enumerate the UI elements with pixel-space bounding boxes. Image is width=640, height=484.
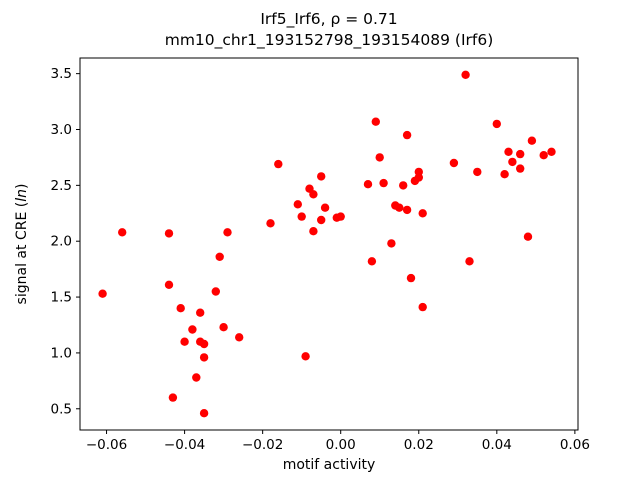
- data-point: [168, 393, 178, 402]
- data-point: [516, 164, 525, 173]
- data-point: [297, 212, 306, 221]
- data-point: [367, 257, 377, 266]
- data-point: [516, 149, 525, 159]
- x-tick-label: 0.00: [326, 437, 356, 453]
- data-point: [219, 323, 228, 332]
- data-point: [320, 203, 330, 212]
- data-point: [192, 373, 201, 382]
- data-point: [363, 180, 373, 189]
- data-point: [317, 172, 326, 181]
- data-point: [274, 159, 283, 169]
- data-point: [98, 289, 107, 298]
- data-point: [523, 232, 533, 241]
- data-point: [199, 353, 209, 362]
- data-point: [500, 170, 509, 179]
- data-point: [406, 273, 416, 283]
- data-point: [399, 181, 408, 190]
- data-point: [317, 215, 326, 225]
- data-point: [504, 147, 513, 156]
- data-point: [215, 252, 224, 261]
- data-point: [508, 157, 517, 167]
- data-point: [199, 339, 209, 349]
- data-point: [375, 153, 384, 162]
- y-axis-ticks: 0.5 1.0 1.5 2.0 2.5 3.0 3.5: [51, 66, 80, 417]
- data-point: [379, 178, 388, 188]
- data-point: [402, 205, 412, 215]
- data-point: [266, 219, 275, 228]
- data-point: [118, 228, 127, 237]
- chart-title-line1: Irf5_Irf6, ρ = 0.71: [260, 10, 397, 29]
- data-point: [235, 333, 244, 342]
- data-point: [199, 409, 209, 418]
- data-point: [188, 325, 197, 334]
- y-axis-label-italic: ln: [14, 189, 30, 202]
- x-axis-ticks: −0.06 −0.04 −0.02 0.00 0.02 0.04 0.06: [86, 430, 590, 453]
- chart-title-line2: mm10_chr1_193152798_193154089 (Irf6): [165, 31, 494, 50]
- y-tick-label: 3.5: [51, 66, 72, 82]
- y-axis-label-prefix: signal at CRE (: [14, 202, 30, 305]
- y-tick-label: 2.5: [51, 178, 72, 194]
- axes-frame: [79, 57, 579, 431]
- data-point: [164, 280, 174, 289]
- x-tick-label: 0.02: [404, 437, 434, 453]
- y-tick-label: 1.5: [51, 290, 72, 306]
- data-point: [414, 173, 423, 182]
- y-axis-label-suffix: ): [14, 184, 30, 189]
- data-point: [402, 130, 412, 140]
- data-point: [539, 151, 548, 160]
- y-tick-label: 0.5: [51, 401, 72, 417]
- data-point: [418, 209, 427, 218]
- data-point: [309, 227, 318, 236]
- x-axis-label: motif activity: [283, 457, 376, 473]
- x-tick-label: 0.06: [560, 437, 590, 453]
- x-tick-label: −0.06: [86, 437, 127, 453]
- data-point: [164, 229, 174, 238]
- data-point: [301, 352, 310, 361]
- data-point: [371, 117, 380, 126]
- data-point: [211, 287, 220, 296]
- data-point: [461, 70, 470, 80]
- data-point: [547, 147, 556, 156]
- data-point: [473, 167, 482, 177]
- y-axis-label: signal at CRE (ln): [14, 184, 30, 305]
- data-point: [387, 239, 396, 248]
- data-point: [492, 119, 501, 129]
- data-point: [223, 228, 232, 237]
- y-tick-label: 2.0: [51, 234, 72, 250]
- x-tick-label: −0.02: [242, 437, 283, 453]
- x-tick-label: 0.04: [482, 437, 512, 453]
- data-point: [449, 158, 459, 168]
- data-point: [293, 200, 302, 209]
- data-point: [418, 302, 427, 312]
- y-tick-label: 1.0: [51, 345, 72, 361]
- data-point: [527, 136, 537, 145]
- y-tick-label: 3.0: [51, 122, 72, 138]
- data-point: [336, 212, 345, 221]
- data-point: [180, 337, 189, 346]
- data-point: [465, 257, 474, 266]
- data-point: [176, 304, 185, 313]
- data-point: [309, 190, 318, 199]
- x-tick-label: −0.04: [164, 437, 205, 453]
- data-point: [196, 308, 205, 317]
- scatter-points: [98, 70, 556, 418]
- data-point: [395, 203, 404, 212]
